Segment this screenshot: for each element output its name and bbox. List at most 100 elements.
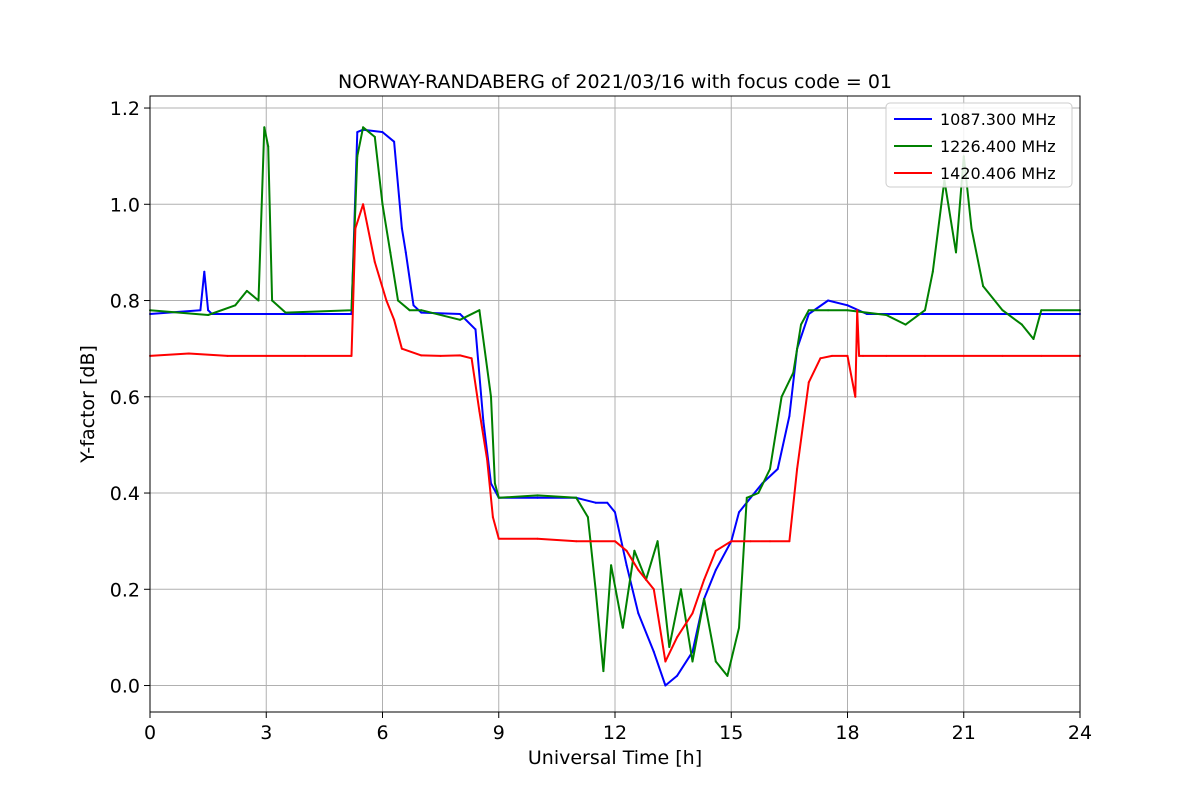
data-point: [714, 549, 717, 552]
data-point: [486, 458, 489, 461]
data-point: [664, 684, 667, 687]
data-point: [478, 309, 481, 312]
data-point: [265, 354, 268, 357]
data-point: [602, 670, 605, 673]
data-point: [586, 516, 589, 519]
x-tick-label: 21: [952, 722, 976, 744]
x-tick-label: 9: [493, 722, 505, 744]
data-point: [400, 347, 403, 350]
chart-title: NORWAY-RANDABERG of 2021/03/16 with focu…: [338, 71, 892, 93]
data-point: [982, 285, 985, 288]
y-tick-label: 1.2: [110, 98, 140, 120]
data-point: [470, 357, 473, 360]
data-point: [780, 395, 783, 398]
data-point: [265, 313, 268, 315]
y-tick-label: 0.0: [110, 676, 140, 698]
data-point: [257, 299, 260, 302]
data-point: [397, 299, 399, 302]
data-point: [1040, 354, 1043, 357]
data-point: [807, 309, 810, 312]
data-point: [858, 354, 861, 357]
data-point: [769, 468, 771, 470]
data-point: [594, 501, 597, 504]
data-point: [536, 537, 539, 540]
data-point: [621, 626, 624, 629]
data-point: [614, 511, 616, 514]
data-point: [862, 354, 864, 357]
data-point: [776, 468, 779, 470]
data-point: [827, 309, 830, 312]
data-point: [904, 323, 907, 326]
data-point: [482, 419, 485, 422]
data-point: [955, 251, 957, 254]
data-point: [389, 251, 392, 254]
data-point: [846, 309, 849, 312]
x-tick-label: 12: [603, 722, 627, 744]
data-point: [652, 588, 655, 591]
data-point: [664, 660, 667, 663]
data-point: [226, 354, 229, 357]
data-point: [536, 496, 539, 499]
y-tick-label: 0.4: [110, 483, 140, 505]
data-point: [691, 612, 694, 615]
x-tick-label: 18: [835, 722, 859, 744]
legend-label: 1420.406 MHz: [940, 164, 1056, 183]
data-point: [362, 126, 365, 129]
data-point: [745, 496, 748, 499]
data-point: [362, 203, 365, 206]
data-point: [788, 415, 791, 417]
data-point: [1032, 338, 1035, 340]
data-point: [1001, 309, 1004, 312]
data-point: [714, 660, 717, 663]
y-axis-label: Y-factor [dB]: [77, 345, 99, 464]
data-point: [757, 492, 760, 494]
data-point: [420, 311, 423, 314]
data-point: [199, 309, 202, 312]
data-point: [730, 540, 733, 543]
data-point: [656, 540, 659, 543]
data-point: [885, 314, 888, 316]
data-point: [807, 313, 810, 315]
data-point: [356, 155, 359, 158]
data-point: [703, 578, 706, 581]
x-tick-label: 15: [719, 722, 743, 744]
data-point: [962, 354, 965, 357]
data-point: [393, 140, 396, 143]
data-point: [962, 313, 965, 315]
data-point: [652, 650, 655, 653]
data-point: [1001, 313, 1004, 315]
data-point: [490, 395, 492, 398]
x-tick-label: 24: [1068, 722, 1092, 744]
data-point: [676, 674, 678, 677]
y-tick-label: 1.0: [110, 194, 140, 216]
data-point: [792, 371, 795, 374]
data-point: [304, 354, 306, 357]
data-point: [263, 126, 266, 129]
data-point: [420, 354, 423, 357]
data-point: [637, 612, 640, 615]
data-point: [474, 328, 477, 331]
data-point: [354, 227, 357, 230]
data-point: [207, 314, 210, 316]
data-point: [385, 299, 388, 302]
data-point: [606, 501, 609, 504]
x-axis-label: Universal Time [h]: [528, 747, 702, 769]
data-point: [284, 311, 287, 314]
data-point: [493, 482, 496, 485]
data-point: [807, 381, 810, 384]
data-point: [408, 309, 411, 312]
data-point: [269, 313, 272, 315]
series-line-3: [149, 203, 1080, 663]
data-point: [788, 540, 791, 543]
x-tick-label: 6: [376, 722, 388, 744]
data-point: [679, 588, 682, 591]
data-point: [404, 251, 407, 254]
data-point: [459, 354, 461, 357]
data-point: [846, 304, 849, 307]
data-point: [536, 494, 539, 497]
data-point: [749, 540, 752, 543]
data-point: [575, 496, 578, 499]
data-point: [610, 564, 613, 567]
y-tick-label: 0.2: [110, 579, 140, 601]
data-point: [856, 309, 859, 312]
